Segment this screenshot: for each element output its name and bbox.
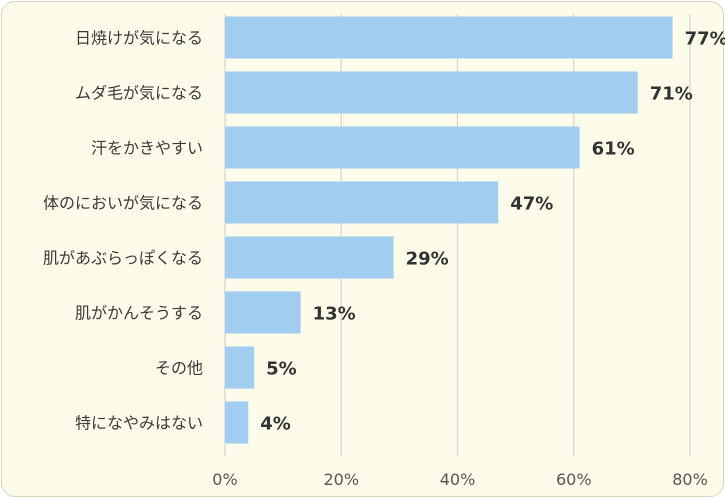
category-label: その他 [155,359,203,378]
bar [225,401,249,444]
value-label: 29% [406,249,449,270]
bar [225,71,638,114]
category-label: 汗をかきやすい [91,139,203,158]
value-label: 71% [650,84,693,105]
value-label: 4% [260,414,291,435]
bars [225,16,673,444]
bar [225,291,301,334]
category-label: ムダ毛が気になる [75,84,203,103]
category-label: 体のにおいが気になる [43,194,203,213]
category-label: 肌がかんそうする [75,304,203,323]
value-label: 77% [685,29,725,50]
x-tick-label: 80% [672,470,708,489]
x-tick-label: 20% [323,470,359,489]
category-labels: 日焼けが気になるムダ毛が気になる汗をかきやすい体のにおいが気になる肌があぶらっぽ… [43,29,203,433]
bar [225,346,255,389]
bar [225,16,673,59]
bar [225,236,394,279]
x-tick-label: 60% [556,470,592,489]
bar [225,181,499,224]
value-label: 5% [266,359,297,380]
x-tick-labels: 0% 20% 40% 60% 80% [212,470,707,489]
category-label: 肌があぶらっぽくなる [43,249,203,268]
value-labels: 77% 71% 61% 47% 29% 13% 5% 4% [260,29,725,435]
bar [225,126,580,169]
value-label: 61% [592,139,635,160]
category-label: 日焼けが気になる [75,29,203,48]
value-label: 13% [313,304,356,325]
category-label: 特になやみはない [75,414,203,433]
x-tick-label: 40% [440,470,476,489]
value-label: 47% [510,194,553,215]
x-tick-label: 0% [212,470,237,489]
